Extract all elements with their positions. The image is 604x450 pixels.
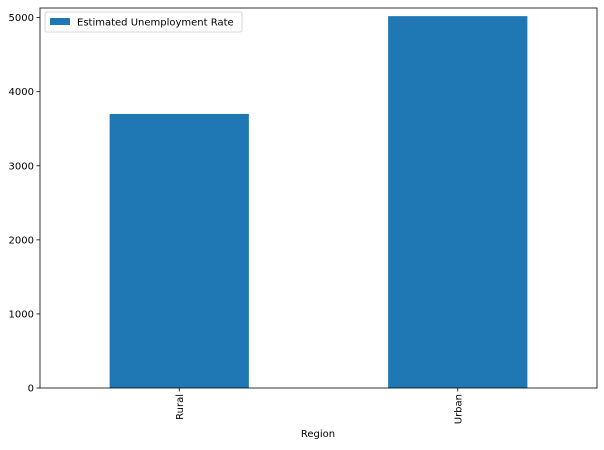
plot-frame — [39, 7, 598, 389]
bar-urban — [388, 16, 528, 389]
legend-label: Estimated Unemployment Rate — [77, 18, 234, 29]
x-tick-label-rural: Rural — [175, 394, 186, 420]
plot-area — [39, 7, 598, 389]
y-tick-label: 3000 — [9, 161, 34, 172]
y-tick-label: 0 — [28, 384, 34, 395]
legend: Estimated Unemployment Rate — [44, 11, 243, 33]
y-tick-label: 5000 — [9, 13, 34, 24]
x-axis: Rural Urban — [175, 388, 464, 424]
legend-box — [44, 11, 243, 33]
y-tick-label: 1000 — [9, 309, 34, 320]
x-axis-label: Region — [301, 429, 335, 440]
bar-rural — [109, 113, 249, 388]
legend-swatch — [50, 18, 70, 25]
y-tick-label: 4000 — [9, 87, 34, 98]
x-tick-label-urban: Urban — [453, 394, 464, 424]
y-axis: 0 1000 2000 3000 4000 5000 — [9, 13, 40, 395]
y-tick-label: 2000 — [9, 235, 34, 246]
